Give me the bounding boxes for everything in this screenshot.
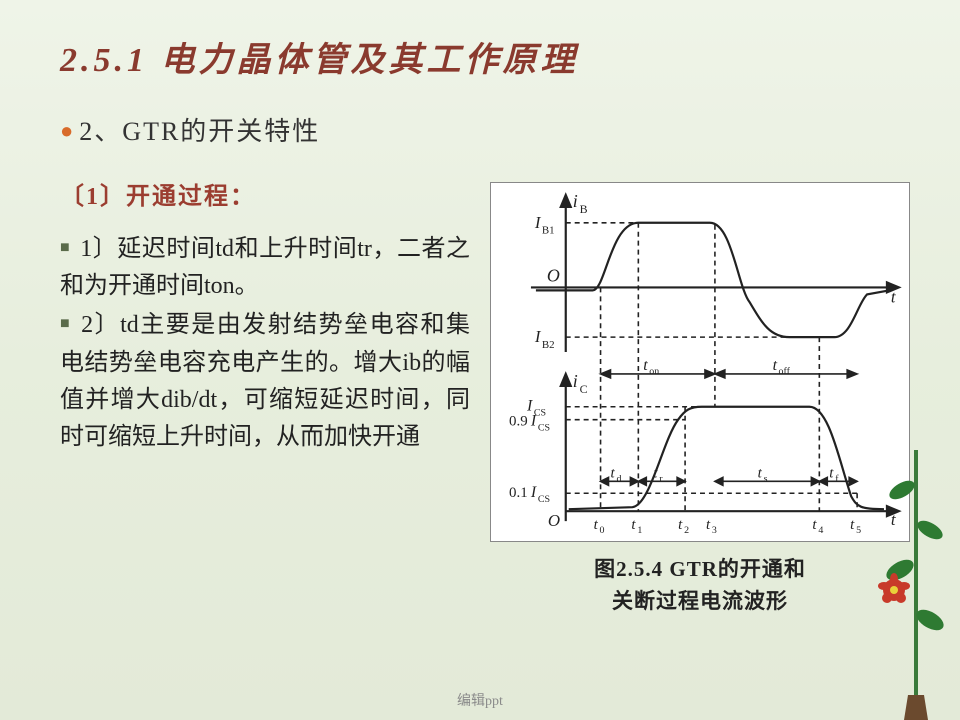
svg-text:t: t <box>773 357 778 374</box>
right-column: iB IB1 O IB2 t <box>490 176 910 617</box>
svg-text:on: on <box>649 366 659 377</box>
svg-text:B2: B2 <box>542 339 555 351</box>
svg-text:5: 5 <box>856 525 861 536</box>
plant-decoration-icon <box>874 420 944 720</box>
svg-text:0.1: 0.1 <box>509 485 528 501</box>
slide-title: 2.5.1 电力晶体管及其工作原理 <box>60 32 910 81</box>
columns: 〔1〕开通过程： ■1〕延迟时间td和上升时间tr，二者之和为开通时间ton。 … <box>60 176 910 617</box>
svg-text:C: C <box>580 382 588 396</box>
gtr-waveform-diagram: iB IB1 O IB2 t <box>490 182 910 542</box>
subheading-1-text: 2、GTR的开关特性 <box>79 117 320 146</box>
svg-text:i: i <box>573 191 578 211</box>
svg-text:off: off <box>779 366 791 377</box>
subheading-1: ●2、GTR的开关特性 <box>60 111 910 148</box>
svg-text:O: O <box>547 265 560 285</box>
figure-caption: 图2.5.4 GTR的开通和 关断过程电流波形 <box>490 554 910 617</box>
svg-text:0.9: 0.9 <box>509 414 528 430</box>
caption-line-2: 关断过程电流波形 <box>612 589 788 613</box>
svg-text:d: d <box>616 473 621 484</box>
square-bullet-icon: ■ <box>60 239 70 256</box>
svg-text:2: 2 <box>684 525 689 536</box>
slide: 2.5.1 电力晶体管及其工作原理 ●2、GTR的开关特性 〔1〕开通过程： ■… <box>0 0 960 720</box>
bullet-icon: ● <box>60 118 75 143</box>
square-bullet-icon: ■ <box>60 315 71 332</box>
svg-text:t: t <box>643 357 648 374</box>
svg-text:I: I <box>530 413 537 430</box>
paragraph-2: ■2〕td主要是由发射结势垒电容和集电结势垒电容充电产生的。增大ib的幅值并增大… <box>60 307 470 456</box>
svg-text:CS: CS <box>538 423 550 434</box>
svg-text:s: s <box>764 473 768 484</box>
svg-text:1: 1 <box>637 525 642 536</box>
caption-line-1: 图2.5.4 GTR的开通和 <box>594 557 806 581</box>
paragraph-1-text: 1〕延迟时间td和上升时间tr，二者之和为开通时间ton。 <box>60 236 470 299</box>
svg-text:3: 3 <box>712 525 717 536</box>
svg-text:0: 0 <box>600 525 605 536</box>
paragraph-2-text: 2〕td主要是由发射结势垒电容和集电结势垒电容充电产生的。增大ib的幅值并增大d… <box>60 312 470 450</box>
svg-text:O: O <box>548 511 560 530</box>
svg-text:I: I <box>530 484 537 501</box>
svg-text:B1: B1 <box>542 225 555 237</box>
paragraph-1: ■1〕延迟时间td和上升时间tr，二者之和为开通时间ton。 <box>60 231 470 305</box>
subheading-2: 〔1〕开通过程： <box>60 176 470 211</box>
footer-text: 编辑ppt <box>0 690 960 710</box>
svg-text:B: B <box>580 202 588 216</box>
left-column: 〔1〕开通过程： ■1〕延迟时间td和上升时间tr，二者之和为开通时间ton。 … <box>60 176 470 617</box>
svg-text:CS: CS <box>538 494 550 505</box>
svg-text:i: i <box>573 371 578 391</box>
svg-text:4: 4 <box>818 525 823 536</box>
